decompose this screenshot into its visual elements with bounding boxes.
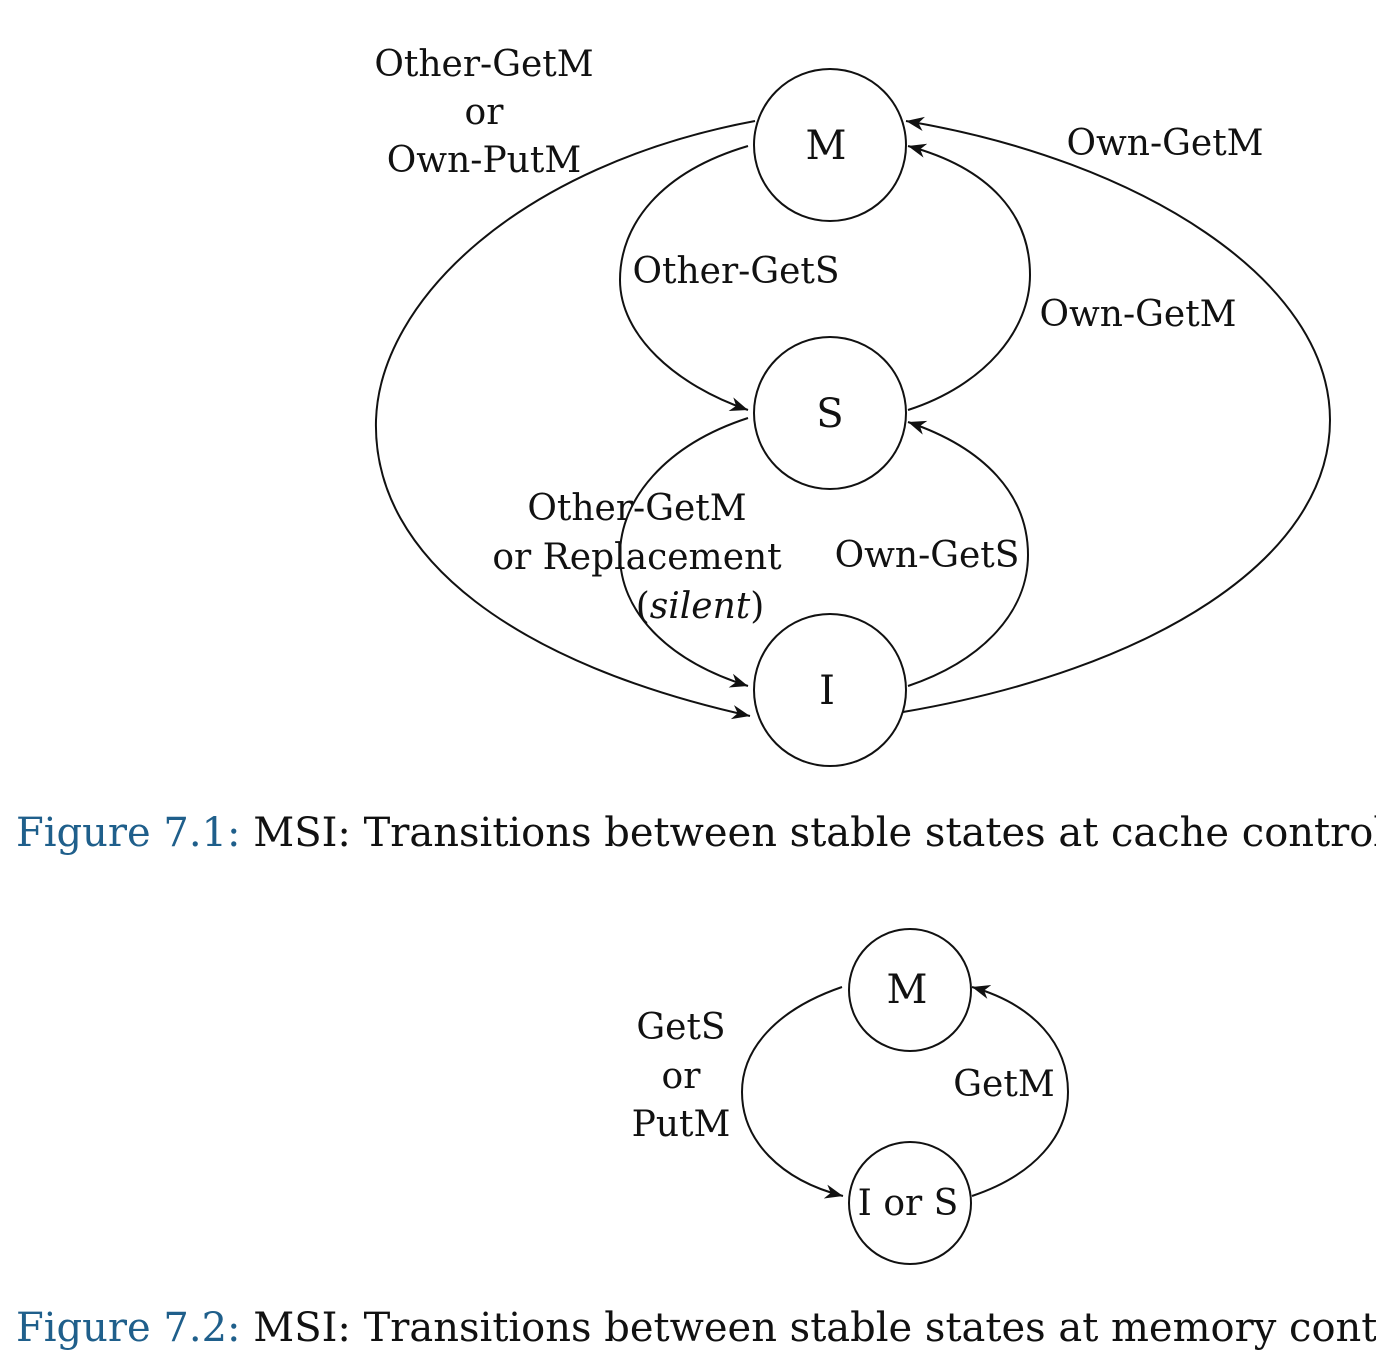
edge-label-i-to-m: Own-GetM [1066, 123, 1263, 164]
state-m-node: M [753, 68, 907, 222]
edge-label-m-to-i-line3: Own-PutM [387, 140, 581, 181]
figure-7-2: M I or S GetS or PutM GetM [632, 928, 1070, 1265]
edge-label-ios-to-m: GetM [953, 1064, 1054, 1105]
state-ios-label: I or S [858, 1183, 959, 1224]
edge-label-s-to-i-line2: or Replacement [492, 537, 782, 578]
figure-7-2-caption: Figure 7.2: MSI: Transitions between sta… [16, 1305, 1376, 1351]
edge-label-m-to-ios-line3: PutM [632, 1104, 731, 1145]
edge-s-to-i [618, 417, 749, 688]
edge-label-m-to-ios-line1: GetS [636, 1007, 725, 1048]
edge-s-to-m [907, 143, 1032, 411]
figure-7-1-caption: Figure 7.1: MSI: Transitions between sta… [16, 810, 1376, 856]
edge-i-to-m-outer [902, 116, 1332, 713]
edge-m-to-i-outer [374, 120, 756, 720]
edge-label-m-to-s: Other-GetS [632, 251, 839, 292]
edge-label-s-to-m: Own-GetM [1039, 294, 1236, 335]
state-m-label: M [806, 123, 847, 169]
state-i-node: I [753, 613, 907, 767]
figure-7-2-caption-number: Figure 7.2: [16, 1305, 241, 1351]
edge-label-m-to-i-line1: Other-GetM [374, 44, 593, 85]
edge-label-m-to-ios-line2: or [662, 1056, 702, 1097]
edge-label-s-to-i-line1: Other-GetM [527, 488, 746, 529]
state-m-node-memory: M [848, 928, 972, 1052]
state-i-label: I [819, 668, 835, 714]
edge-i-to-s [907, 420, 1030, 687]
edge-m-to-s [618, 145, 749, 411]
state-m-label-memory: M [887, 967, 928, 1013]
figure-7-1: M S I Other-GetM or Own-PutM Own-GetM Ot… [374, 44, 1332, 767]
figure-7-1-caption-text: MSI: Transitions between stable states a… [253, 810, 1376, 856]
state-s-node: S [753, 336, 907, 490]
edge-label-m-to-i-line2: or [465, 92, 505, 133]
figure-7-1-caption-number: Figure 7.1: [16, 810, 241, 856]
figure-7-2-caption-text: MSI: Transitions between stable states a… [253, 1305, 1376, 1351]
state-s-label: S [816, 391, 843, 437]
edge-ios-to-m [971, 985, 1070, 1197]
state-ios-node: I or S [848, 1141, 972, 1265]
edge-label-s-to-i-line3: (silent) [636, 586, 765, 627]
edge-m-to-ios [740, 986, 844, 1199]
edge-label-i-to-s: Own-GetS [835, 535, 1020, 576]
